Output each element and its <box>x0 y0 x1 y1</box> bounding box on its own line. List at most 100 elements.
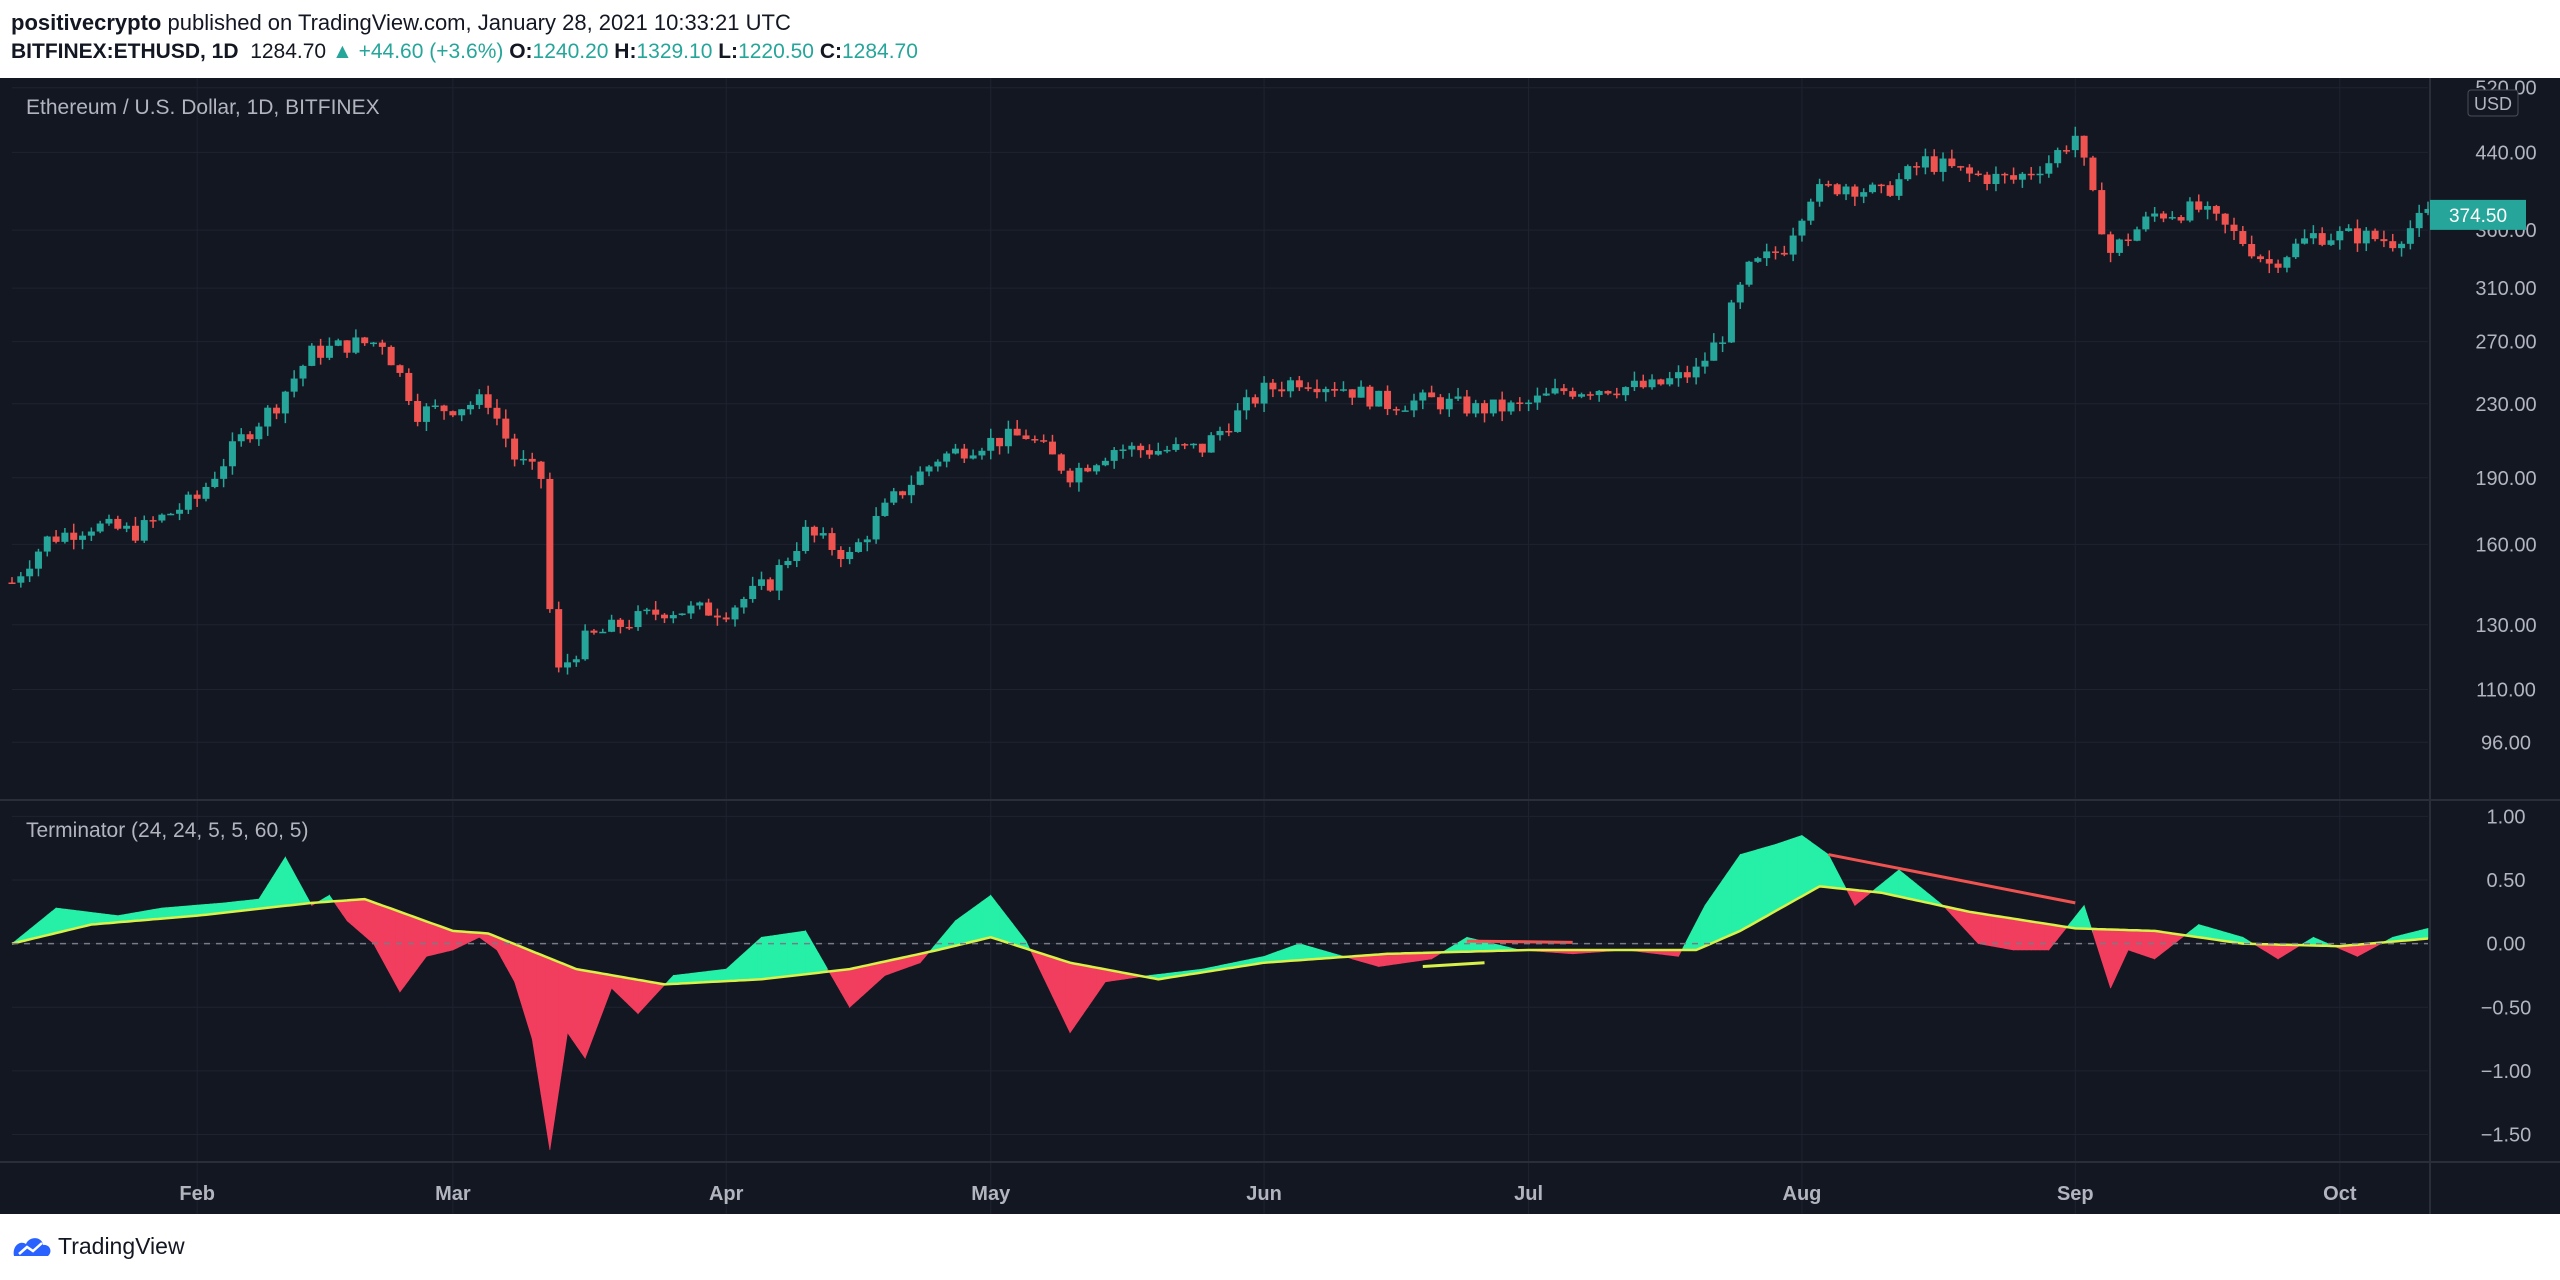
currency-badge[interactable]: USD <box>2467 89 2519 117</box>
candle-body <box>934 461 942 467</box>
candle-body <box>2107 234 2115 253</box>
candle-body <box>1807 201 1815 221</box>
candle-body <box>1242 397 1250 411</box>
candle-body <box>255 426 263 440</box>
oscillator-segment <box>1285 946 1291 962</box>
candle-body <box>960 448 968 459</box>
candle-body <box>1939 158 1947 172</box>
oscillator-segment <box>1074 963 1080 1028</box>
x-tick-label: Apr <box>709 1183 744 1205</box>
oscillator-segment <box>1369 954 1375 966</box>
oscillator-segment <box>800 930 806 976</box>
candle-body <box>802 526 810 552</box>
oscillator-segment <box>717 969 723 982</box>
candle-body <box>1145 450 1153 455</box>
oscillator-segment <box>2035 921 2041 951</box>
oscillator-segment <box>395 909 401 993</box>
candle-body <box>1948 158 1956 167</box>
oscillator-segment <box>1766 845 1772 917</box>
oscillator-segment <box>2357 943 2363 957</box>
candle-body <box>819 533 827 536</box>
candle-body <box>793 551 801 562</box>
candle-body <box>1533 395 1541 403</box>
oscillator-segment <box>452 930 458 951</box>
candle-body <box>449 411 457 416</box>
candle-body <box>1384 390 1392 410</box>
oscillator-segment <box>1744 851 1750 929</box>
osc-tick-label: −0.50 <box>2481 997 2532 1019</box>
price-tick-label: 310.00 <box>2475 278 2536 300</box>
oscillator-segment <box>553 959 559 1121</box>
oscillator-segment <box>866 963 873 993</box>
oscillator-segment <box>1091 966 1097 1002</box>
oscillator-segment <box>55 907 61 934</box>
candle-body <box>26 568 34 577</box>
oscillator-segment <box>368 900 374 945</box>
candle-body <box>2089 157 2097 191</box>
candle-body <box>1128 445 1136 450</box>
oscillator-segment <box>42 914 48 937</box>
oscillator-segment <box>580 969 586 1060</box>
candle-body <box>2204 206 2212 210</box>
candle-body <box>943 453 951 462</box>
candle-body <box>660 614 668 619</box>
oscillator-segment <box>434 924 440 955</box>
candle-body <box>1851 186 1859 197</box>
candle-body <box>308 345 316 366</box>
candle-body <box>2168 217 2176 219</box>
oscillator-segment <box>633 978 639 1015</box>
oscillator-segment <box>1069 962 1075 1034</box>
oscillator-segment <box>2030 921 2036 951</box>
candle-body <box>1322 388 1330 393</box>
oscillator-segment <box>527 949 533 1040</box>
oscillator-segment <box>1757 847 1763 922</box>
oscillator-segment <box>1087 965 1093 1009</box>
candle-body <box>1877 184 1885 187</box>
oscillator-segment <box>576 968 582 1053</box>
oscillator-segment <box>285 856 291 907</box>
tradingview-logo-icon[interactable] <box>10 1232 54 1262</box>
candle-body <box>1093 465 1101 472</box>
oscillator-segment <box>1290 944 1296 962</box>
oscillator-segment <box>549 957 555 1150</box>
candle-body <box>749 585 757 600</box>
oscillator-segment <box>2141 930 2147 957</box>
oscillator-segment <box>1060 959 1066 1024</box>
candle-body <box>951 448 959 454</box>
oscillator-segment <box>64 908 70 932</box>
oscillator-segment <box>1819 847 1825 888</box>
oscillator-segment <box>593 971 599 1035</box>
candle-body <box>114 518 122 529</box>
candle-body <box>2036 173 2044 176</box>
oscillator-segment <box>1885 876 1891 896</box>
candle-body <box>2177 217 2185 221</box>
candle-body <box>2256 256 2264 260</box>
candle-body <box>616 619 624 627</box>
candle-body <box>246 434 254 440</box>
x-tick-label: Sep <box>2057 1183 2094 1205</box>
oscillator-segment <box>1823 850 1829 888</box>
oscillator-segment <box>986 894 992 939</box>
oscillator-segment <box>412 916 418 976</box>
tradingview-brand[interactable]: TradingView <box>58 1233 185 1259</box>
candle-body <box>1498 399 1506 412</box>
candle-body <box>2124 239 2132 241</box>
candle-body <box>925 466 933 472</box>
publisher-name[interactable]: positivecrypto <box>11 10 162 35</box>
price-tick-label: 96.00 <box>2481 732 2531 754</box>
candle-body <box>1304 387 1312 389</box>
chart-area[interactable]: Feb Mar Apr May Jun Jul Aug Sep Oct520.00440.003… <box>0 78 2560 1214</box>
oscillator-segment <box>2039 922 2045 951</box>
oscillator-segment <box>977 901 983 941</box>
candle-body <box>184 494 192 510</box>
oscillator-segment <box>2149 930 2155 960</box>
candle-body <box>1119 449 1127 451</box>
candle-body <box>519 458 527 461</box>
candle-body <box>1692 366 1700 378</box>
oscillator-segment <box>734 956 740 981</box>
oscillator-segment <box>862 964 868 997</box>
candle-body <box>678 613 686 616</box>
candle-body <box>493 407 501 419</box>
candle-body <box>1974 173 1982 176</box>
candle-body <box>352 337 360 353</box>
